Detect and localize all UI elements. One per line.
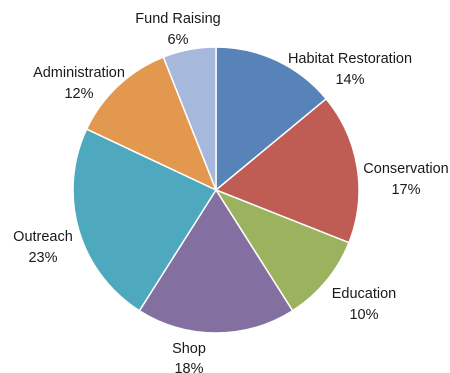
slice-name-habitat-restoration: Habitat Restoration (288, 51, 412, 67)
pie-slice-education (214, 188, 350, 312)
slice-name-fund-raising: Fund Raising (135, 11, 220, 27)
slice-label-conservation: Conservation 17% (363, 161, 448, 198)
slice-name-conservation: Conservation (363, 161, 448, 177)
slice-pct-habitat-restoration: 14% (335, 72, 364, 88)
slice-label-outreach: Outreach 23% (13, 229, 73, 266)
pie-slice-outreach (72, 128, 218, 312)
pie-slice-shop (138, 188, 294, 334)
slice-pct-education: 10% (349, 307, 378, 323)
slice-name-education: Education (332, 286, 397, 302)
slice-label-habitat-restoration: Habitat Restoration 14% (288, 51, 412, 88)
slice-pct-fund-raising: 6% (168, 32, 189, 48)
slice-name-outreach: Outreach (13, 229, 73, 245)
pie-slice-administration (85, 56, 218, 192)
slice-label-fund-raising: Fund Raising 6% (135, 11, 220, 48)
slice-pct-outreach: 23% (28, 250, 57, 266)
slice-pct-conservation: 17% (391, 182, 420, 198)
pie-slice-fund-raising (162, 46, 217, 191)
slice-name-shop: Shop (172, 341, 206, 357)
slice-label-administration: Administration 12% (33, 65, 125, 102)
slice-pct-administration: 12% (64, 86, 93, 102)
slice-label-education: Education 10% (332, 286, 397, 323)
pie-slice-conservation (214, 97, 360, 244)
slice-label-shop: Shop 18% (172, 341, 206, 373)
slice-name-administration: Administration (33, 65, 125, 81)
slice-pct-shop: 18% (174, 361, 203, 373)
pie-slice-habitat-restoration (215, 46, 328, 192)
pie-slices (72, 46, 360, 334)
